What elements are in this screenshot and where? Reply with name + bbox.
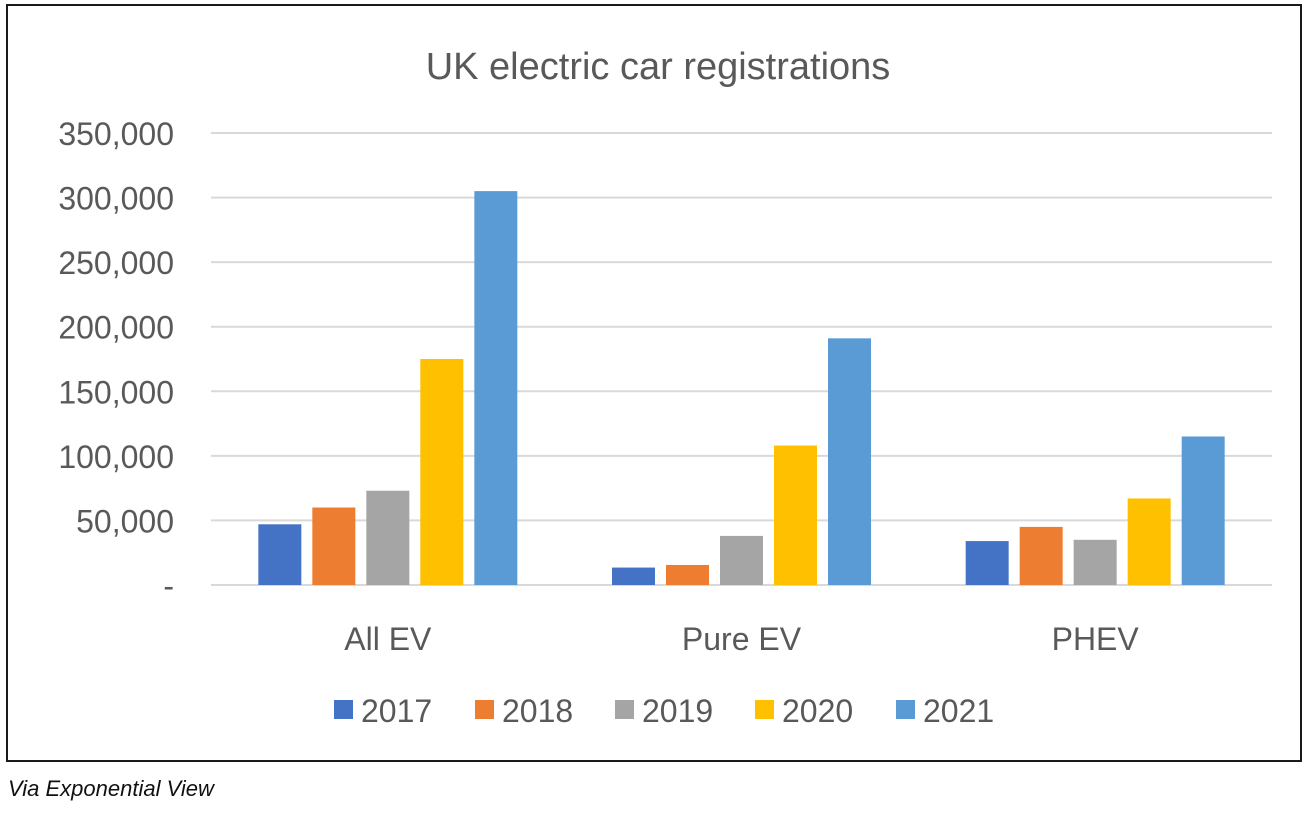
y-tick-label: 200,000	[58, 310, 174, 346]
y-axis-ticks: - 50,000 100,000 150,000 200,000 250,000 300,0…	[58, 116, 174, 604]
bar-2018-phev	[1019, 526, 1063, 585]
legend-swatch	[475, 700, 494, 719]
bar-2019-all-ev	[366, 490, 410, 585]
bar-2017-phev	[965, 541, 1009, 585]
bar-2018-pure-ev	[666, 564, 709, 585]
legend-label: 2019	[642, 693, 713, 729]
bar-2020-phev	[1127, 498, 1171, 585]
legend-swatch	[755, 700, 774, 719]
y-tick-label: 250,000	[58, 245, 174, 281]
bar-2021-phev	[1181, 436, 1225, 585]
bar-2020-all-ev	[420, 359, 464, 585]
source-caption: Via Exponential View	[8, 776, 214, 801]
bars	[258, 191, 1225, 585]
y-tick-label: 350,000	[58, 116, 174, 152]
chart-frame: UK electric car registrations - 50,000 100…	[6, 4, 1302, 762]
legend-label: 2021	[923, 693, 994, 729]
y-tick-label: 300,000	[58, 181, 174, 217]
legend-swatch	[896, 700, 915, 719]
chart: UK electric car registrations - 50,000 100…	[58, 46, 1272, 729]
y-tick-label: -	[163, 568, 174, 604]
bar-2017-all-ev	[258, 524, 302, 585]
bar-2021-pure-ev	[828, 338, 871, 585]
x-tick-label: PHEV	[1052, 621, 1140, 657]
bar-2017-pure-ev	[612, 567, 655, 585]
legend: 2017 2018 2019 2020 2021	[334, 693, 994, 729]
bar-2018-all-ev	[312, 507, 356, 585]
x-tick-label: All EV	[344, 621, 432, 657]
bar-2019-pure-ev	[720, 535, 763, 585]
y-tick-label: 50,000	[76, 503, 174, 539]
bar-2019-phev	[1073, 539, 1117, 585]
legend-label: 2020	[782, 693, 853, 729]
chart-title: UK electric car registrations	[426, 46, 891, 88]
bar-2020-pure-ev	[774, 445, 817, 585]
x-tick-label: Pure EV	[682, 621, 802, 657]
legend-swatch	[334, 700, 353, 719]
legend-swatch	[615, 700, 634, 719]
legend-label: 2018	[502, 693, 573, 729]
legend-label: 2017	[361, 693, 432, 729]
bar-2021-all-ev	[474, 191, 518, 585]
y-tick-label: 150,000	[58, 374, 174, 410]
y-tick-label: 100,000	[58, 439, 174, 475]
x-axis-ticks: All EV Pure EV PHEV	[344, 621, 1139, 657]
